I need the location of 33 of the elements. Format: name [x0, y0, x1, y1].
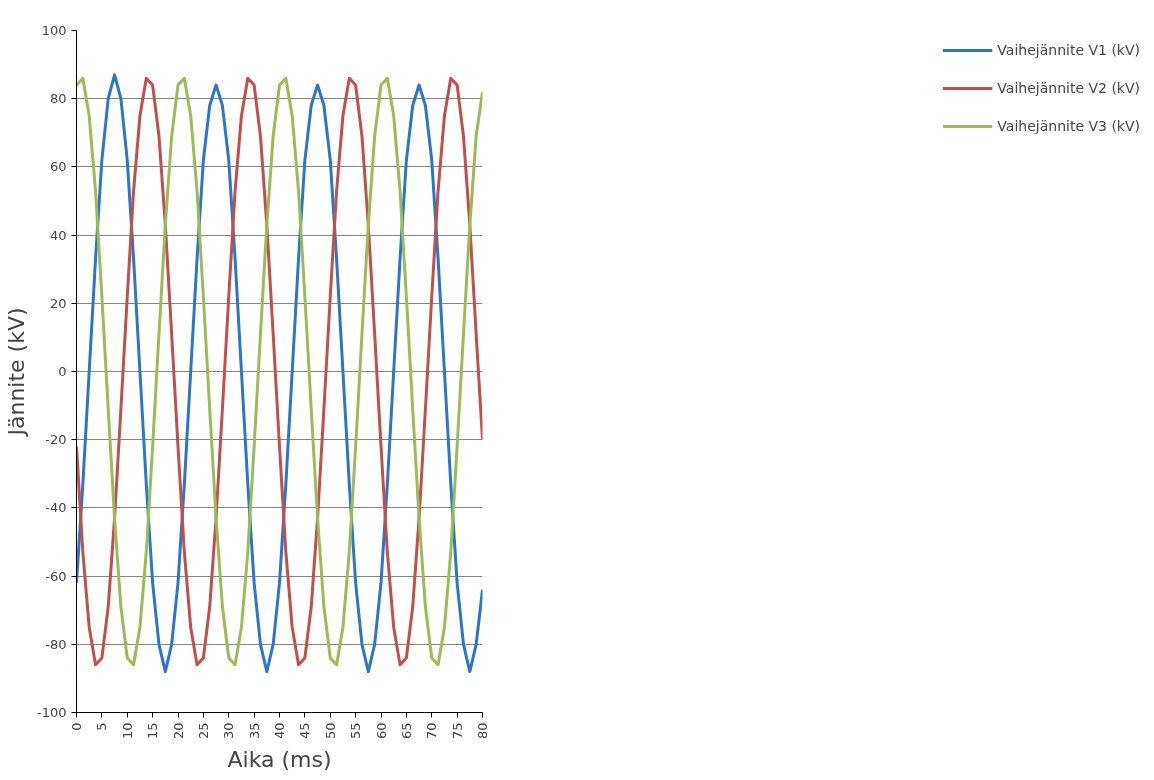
- x-tick-label: 70: [424, 722, 440, 740]
- legend-label: Vaihejännite V3 (kV): [997, 118, 1140, 134]
- x-tick-label: 25: [195, 722, 211, 740]
- x-tick-label: 5: [94, 722, 110, 731]
- y-tick-label: 20: [49, 295, 67, 311]
- x-tick-label: 55: [348, 722, 364, 740]
- y-tick-label: 40: [49, 227, 67, 243]
- y-tick-label: -20: [45, 432, 67, 448]
- x-axis-title: Aika (ms): [227, 747, 332, 773]
- x-tick-label: 30: [221, 722, 237, 740]
- y-tick-label: -80: [45, 636, 67, 652]
- y-tick-label: 80: [49, 91, 67, 107]
- y-tick-label: -40: [45, 500, 67, 516]
- x-tick-label: 0: [69, 722, 84, 731]
- x-tick-label: 65: [398, 722, 414, 740]
- y-axis-title: Jännite (kV): [4, 307, 29, 438]
- x-tick-label: 60: [373, 722, 389, 740]
- legend-label: Vaihejännite V2 (kV): [997, 80, 1140, 96]
- x-tick-label: 50: [322, 722, 338, 740]
- x-tick-label: 40: [272, 722, 287, 740]
- y-tick-label: -60: [45, 568, 67, 584]
- legend-label: Vaihejännite V1 (kV): [997, 42, 1140, 58]
- y-tick-label: 60: [49, 159, 67, 175]
- y-tick-label: 0: [58, 364, 67, 379]
- x-tick-label: 75: [449, 722, 465, 740]
- x-tick-label: 20: [170, 722, 186, 740]
- y-tick-label: -100: [37, 705, 67, 720]
- x-tick-label: 10: [119, 722, 135, 740]
- x-tick-label: 15: [145, 722, 161, 740]
- x-tick-label: 45: [297, 722, 313, 740]
- x-tick-label: 35: [246, 722, 262, 740]
- x-tick-label: 80: [475, 722, 490, 740]
- y-tick-label: 100: [41, 23, 67, 38]
